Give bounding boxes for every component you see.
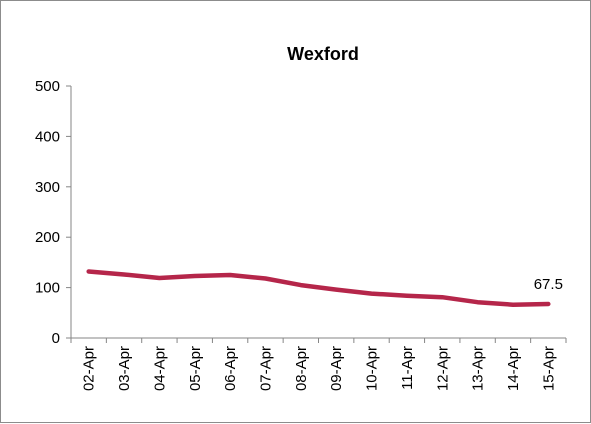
x-tick-label: 13-Apr — [470, 346, 487, 391]
data-label-layer: 67.5 — [534, 276, 563, 293]
x-tick-label: 08-Apr — [293, 346, 310, 391]
x-tick-label: 07-Apr — [257, 346, 274, 391]
y-tick-label: 0 — [52, 330, 60, 347]
series-line — [89, 272, 549, 305]
x-tick-label: 06-Apr — [222, 346, 239, 391]
series-layer — [89, 271, 549, 304]
chart-title: Wexford — [287, 44, 359, 64]
x-tick-label: 12-Apr — [434, 346, 451, 391]
x-tick-label: 14-Apr — [505, 346, 522, 391]
x-axis: 02-Apr 03-Apr 04-Apr 05-Apr 06-Apr 07-Apr 08-A… — [71, 338, 566, 391]
y-tick-label: 300 — [35, 179, 60, 196]
y-tick-label: 400 — [35, 128, 60, 145]
y-tick-label: 200 — [35, 229, 60, 246]
x-tick-label: 02-Apr — [81, 346, 98, 391]
x-tick-label: 15-Apr — [540, 346, 557, 391]
x-tick-label: 03-Apr — [116, 346, 133, 391]
x-tick-label: 11-Apr — [399, 346, 416, 390]
y-tick-label: 100 — [35, 280, 60, 297]
x-tick-label: 10-Apr — [364, 346, 381, 391]
y-axis: 0 100 200 300 400 500 — [35, 78, 71, 347]
x-tick-label: 09-Apr — [328, 346, 345, 391]
x-tick-label: 05-Apr — [187, 346, 204, 391]
x-tick-label: 04-Apr — [151, 346, 168, 391]
y-tick-label: 500 — [35, 78, 60, 95]
data-label: 67.5 — [534, 276, 563, 293]
